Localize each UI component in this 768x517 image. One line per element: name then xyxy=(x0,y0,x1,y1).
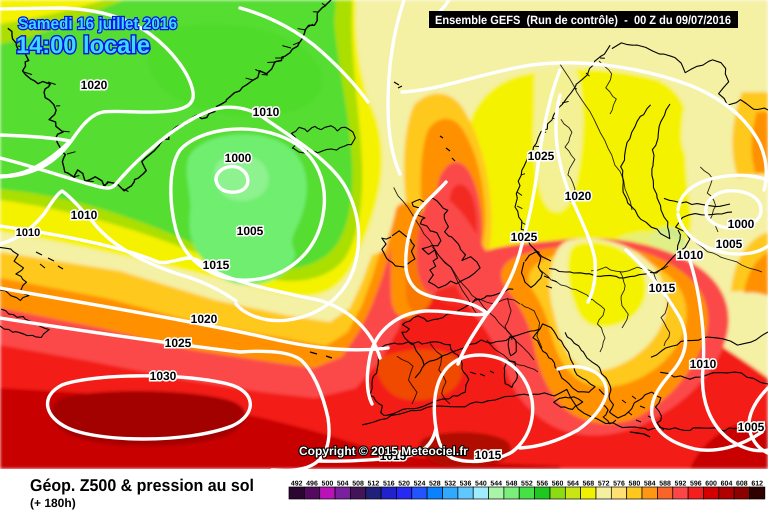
svg-text:548: 548 xyxy=(506,481,518,488)
svg-text:556: 556 xyxy=(536,481,548,488)
svg-text:560: 560 xyxy=(552,481,564,488)
svg-text:Géop. Z500 & pression au sol: Géop. Z500 & pression au sol xyxy=(30,476,254,495)
svg-text:1010: 1010 xyxy=(690,357,717,371)
svg-text:1000: 1000 xyxy=(728,217,755,231)
svg-text:1005: 1005 xyxy=(237,224,264,238)
svg-text:14:00 locale: 14:00 locale xyxy=(16,32,150,59)
svg-text:520: 520 xyxy=(398,481,410,488)
svg-text:584: 584 xyxy=(644,481,656,488)
svg-text:1015: 1015 xyxy=(380,449,407,463)
svg-text:568: 568 xyxy=(582,481,594,488)
svg-text:592: 592 xyxy=(675,481,687,488)
svg-text:1020: 1020 xyxy=(565,189,592,203)
svg-text:1015: 1015 xyxy=(649,281,676,295)
svg-text:564: 564 xyxy=(567,481,579,488)
svg-text:1020: 1020 xyxy=(191,312,218,326)
svg-text:600: 600 xyxy=(705,481,717,488)
svg-text:576: 576 xyxy=(613,481,625,488)
svg-text:1015: 1015 xyxy=(475,448,502,462)
svg-text:612: 612 xyxy=(751,481,763,488)
svg-text:508: 508 xyxy=(352,481,364,488)
svg-text:1025: 1025 xyxy=(165,336,192,350)
svg-text:1000: 1000 xyxy=(225,151,252,165)
svg-text:1005: 1005 xyxy=(716,237,743,251)
svg-text:504: 504 xyxy=(337,481,349,488)
svg-text:Ensemble GEFS (Run de contrôl: Ensemble GEFS (Run de contrôle) - 00 Z d… xyxy=(435,13,731,27)
svg-text:Samedi 16 juillet 2016: Samedi 16 juillet 2016 xyxy=(18,15,177,33)
svg-text:528: 528 xyxy=(429,481,441,488)
svg-text:608: 608 xyxy=(736,481,748,488)
svg-text:1015: 1015 xyxy=(203,258,230,272)
svg-text:500: 500 xyxy=(322,481,334,488)
svg-text:1025: 1025 xyxy=(511,230,538,244)
svg-text:1010: 1010 xyxy=(71,208,98,222)
svg-text:Copyright © 2015 Meteociel.fr: Copyright © 2015 Meteociel.fr xyxy=(299,444,468,458)
svg-text:596: 596 xyxy=(690,481,702,488)
svg-text:604: 604 xyxy=(721,481,733,488)
svg-text:512: 512 xyxy=(368,481,380,488)
svg-text:516: 516 xyxy=(383,481,395,488)
svg-text:588: 588 xyxy=(659,481,671,488)
svg-text:1010: 1010 xyxy=(253,105,280,119)
svg-text:492: 492 xyxy=(291,481,303,488)
svg-text:1030: 1030 xyxy=(150,369,177,383)
svg-text:1020: 1020 xyxy=(81,78,108,92)
svg-text:524: 524 xyxy=(414,481,426,488)
svg-text:536: 536 xyxy=(460,481,472,488)
svg-text:1005: 1005 xyxy=(738,420,765,434)
svg-text:552: 552 xyxy=(521,481,533,488)
svg-text:572: 572 xyxy=(598,481,610,488)
svg-text:1010: 1010 xyxy=(677,248,704,262)
svg-text:532: 532 xyxy=(444,481,456,488)
svg-text:1025: 1025 xyxy=(528,149,555,163)
svg-text:544: 544 xyxy=(490,481,502,488)
svg-text:(+ 180h): (+ 180h) xyxy=(30,496,76,510)
svg-text:1010: 1010 xyxy=(16,227,40,239)
svg-text:540: 540 xyxy=(475,481,487,488)
svg-text:580: 580 xyxy=(629,481,641,488)
svg-text:496: 496 xyxy=(306,481,318,488)
